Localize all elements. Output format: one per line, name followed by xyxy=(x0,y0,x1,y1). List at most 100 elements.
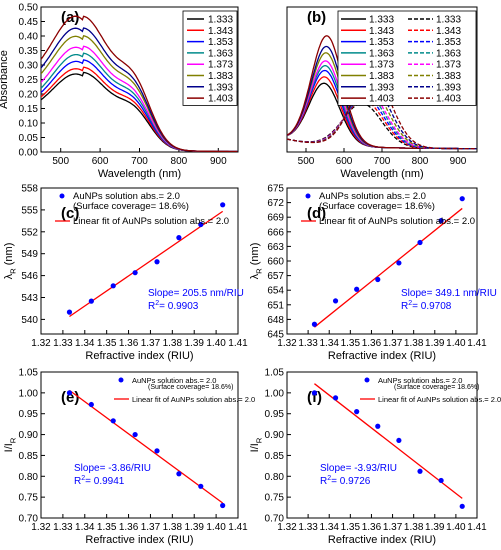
y-tick-label: 666 xyxy=(267,227,284,238)
y-tick-label: 558 xyxy=(21,184,38,195)
x-axis-label: Wavelength (nm) xyxy=(340,168,423,180)
data-point xyxy=(417,239,423,246)
slope-annotation: Slope= 205.5 nm/RIU xyxy=(148,288,244,299)
legend-box xyxy=(337,10,477,106)
curves xyxy=(41,15,238,152)
x-tick-label: 1.36 xyxy=(119,522,139,533)
y-axis-label: I/IR xyxy=(249,437,263,452)
slope-annotation: Slope= -3.93/RIU xyxy=(320,463,397,474)
x-tick-label: 1.34 xyxy=(319,338,339,349)
x-tick-label: 1.34 xyxy=(319,522,339,533)
y-tick-label: 660 xyxy=(267,257,284,268)
y-tick-label: 663 xyxy=(267,242,284,253)
y-tick-label: 546 xyxy=(21,271,38,282)
y-tick-label: 669 xyxy=(267,213,284,224)
data-point xyxy=(154,259,160,265)
x-tick-label: 1.40 xyxy=(446,338,466,349)
x-tick-label: 1.39 xyxy=(184,522,204,533)
y-tick-label: 0.35 xyxy=(19,46,39,57)
x-tick-label: 1.32 xyxy=(277,522,297,533)
y-tick-label: 645 xyxy=(267,330,284,341)
legend-label: 1.383 xyxy=(369,71,394,82)
data-point xyxy=(154,448,160,454)
legend-label: 1.343 xyxy=(436,26,461,37)
x-tick-label: 1.40 xyxy=(206,522,226,533)
panel-a: 500 600 700 800 900 0.00 0.05 0.10 0.15 0.20 0.25 0… xyxy=(0,3,239,180)
x-tick-label: 700 xyxy=(374,156,391,167)
y-axis-label: λR (nm) xyxy=(3,243,17,280)
x-tick-label: 1.39 xyxy=(425,522,445,533)
linear-fit-line xyxy=(314,207,463,328)
x-tick-label: 1.37 xyxy=(141,522,161,533)
legend-label: 1.403 xyxy=(436,94,461,105)
x-tick-label: 1.33 xyxy=(53,522,73,533)
y-tick-label: 549 xyxy=(21,249,38,260)
data-point xyxy=(354,286,360,292)
x-tick-label: 1.33 xyxy=(298,338,318,349)
x-tick-label: 1.32 xyxy=(31,522,51,533)
x-tick-label: 1.37 xyxy=(383,522,403,533)
x-axis-label: Wavelength (nm) xyxy=(98,168,181,180)
legend-label: 1.383 xyxy=(436,71,461,82)
data-point xyxy=(396,260,402,266)
y-tick-label: 1.05 xyxy=(265,368,285,379)
legend-label: (Surface coverage= 18.6%) xyxy=(73,201,189,212)
legend-label: 1.363 xyxy=(369,48,394,59)
legend-label: 1.353 xyxy=(208,37,233,48)
x-tick-label: 1.34 xyxy=(75,338,95,349)
legend-label: (Surface coverage= 18.6%) xyxy=(319,201,435,212)
x-tick-label: 1.36 xyxy=(119,338,139,349)
data-point xyxy=(176,471,182,477)
x-tick-label: 1.33 xyxy=(53,338,73,349)
legend-label: 1.403 xyxy=(208,94,233,105)
data-point xyxy=(198,221,204,228)
legend-label: AuNPs solution abs.= 2.0 xyxy=(132,376,216,385)
y-axis-label: Absorbance xyxy=(0,50,10,109)
data-point xyxy=(66,309,73,315)
panel-label: (b) xyxy=(307,9,326,26)
x-tick-label: 900 xyxy=(210,156,227,167)
y-tick-label: 0.70 xyxy=(19,514,39,525)
y-tick-label: 0.70 xyxy=(265,514,285,525)
y-tick-label: 0.45 xyxy=(19,17,39,28)
y-tick-label: 0.75 xyxy=(265,493,285,504)
x-tick-label: 1.41 xyxy=(228,338,248,349)
y-tick-label: 0.50 xyxy=(19,3,39,14)
series-line-1.403 xyxy=(41,15,238,152)
panel-d: 1.32 1.33 1.34 1.35 1.36 1.37 1.38 1.39 1.40 1.41… xyxy=(249,184,497,363)
x-tick-label: 500 xyxy=(298,156,315,167)
panel-label: (c) xyxy=(61,205,79,222)
x-tick-label: 1.36 xyxy=(362,338,382,349)
y-tick-label: 651 xyxy=(267,300,284,311)
linear-fit-line xyxy=(314,383,463,499)
legend-label: 1.403 xyxy=(369,94,394,105)
data-point xyxy=(110,418,116,424)
curves xyxy=(287,35,477,150)
x-tick-label: 1.40 xyxy=(206,338,226,349)
x-tick-label: 1.34 xyxy=(75,522,95,533)
linear-fit-line xyxy=(69,389,224,504)
data-point xyxy=(417,468,423,474)
x-tick-label: 1.39 xyxy=(184,338,204,349)
x-tick-label: 1.32 xyxy=(31,338,51,349)
y-tick-label: 0.20 xyxy=(19,90,39,101)
x-tick-label: 1.35 xyxy=(341,338,361,349)
y-tick-label: 0.10 xyxy=(19,119,39,130)
x-tick-label: 1.38 xyxy=(163,338,183,349)
legend-label: Linear fit of AuNPs solution abs.= 2.0 xyxy=(73,216,229,227)
data-point xyxy=(220,502,226,509)
legend-marker xyxy=(118,377,124,383)
x-tick-label: 1.39 xyxy=(425,338,445,349)
legend-label: Linear fit of AuNPs solution abs.= 2.0 xyxy=(378,395,501,404)
y-axis-label: λR (nm) xyxy=(249,243,263,280)
y-tick-label: 555 xyxy=(21,205,38,216)
x-tick-label: 1.35 xyxy=(97,522,117,533)
x-axis-label: Refractive index (RIU) xyxy=(328,534,436,546)
legend-label: 1.373 xyxy=(208,60,233,71)
x-tick-label: 600 xyxy=(92,156,109,167)
data-point xyxy=(459,503,465,509)
series-line-1.403-dashed xyxy=(287,71,477,150)
series-line-1.333-dashed xyxy=(287,102,477,150)
